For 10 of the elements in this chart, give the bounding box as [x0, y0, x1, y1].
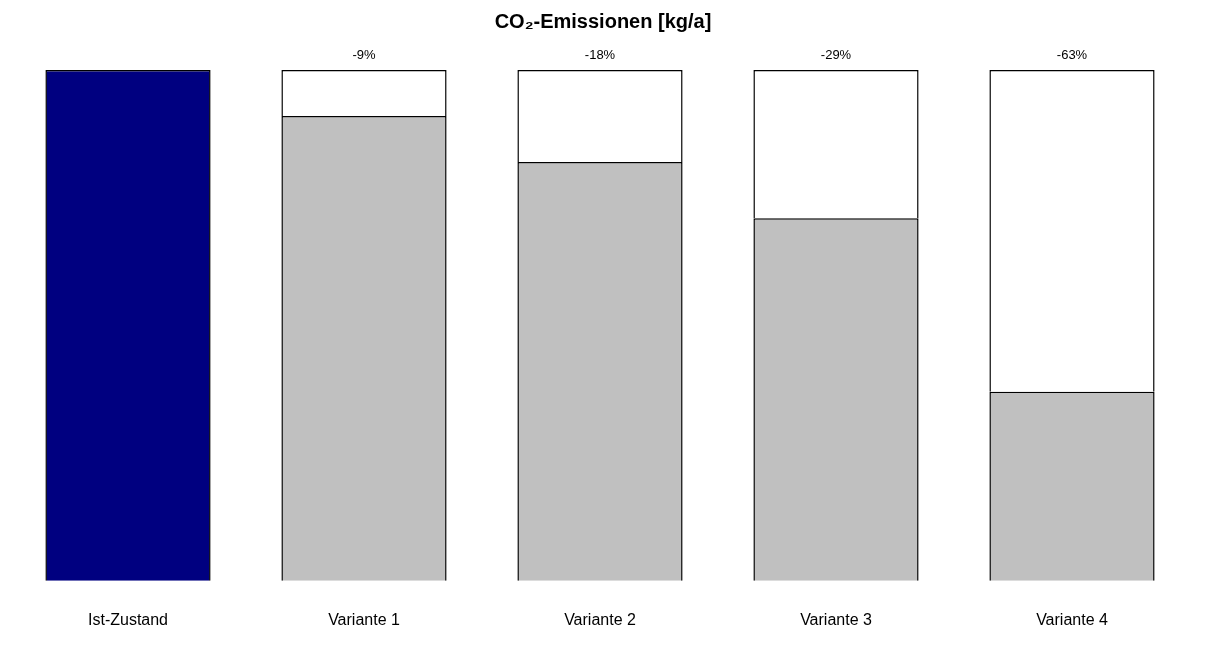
x-tick-label: Variante 1 [328, 610, 400, 628]
annotation: -9% [352, 47, 376, 63]
x-tick-label: Ist-Zustand [87, 610, 169, 628]
annotation: -63% [1056, 47, 1088, 63]
chart-title: CO₂-Emissionen [kg/a] [493, 10, 713, 34]
x-tick-label: Variante 3 [800, 610, 872, 628]
annotation: -18% [584, 47, 616, 63]
x-tick-label: Variante 4 [1036, 610, 1108, 628]
annotation: -29% [820, 47, 852, 63]
x-tick-label: Variante 2 [564, 610, 636, 628]
